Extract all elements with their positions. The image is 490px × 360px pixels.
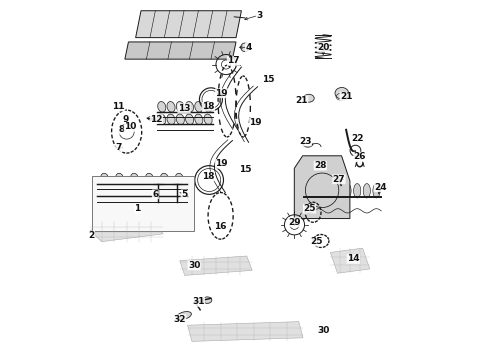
Text: 31: 31 (192, 297, 205, 306)
Text: 17: 17 (227, 57, 240, 66)
Ellipse shape (100, 173, 109, 184)
Text: 25: 25 (303, 204, 316, 213)
Polygon shape (188, 321, 303, 341)
Text: 18: 18 (202, 172, 215, 181)
Ellipse shape (158, 114, 166, 125)
Ellipse shape (177, 312, 192, 320)
Ellipse shape (325, 184, 332, 198)
Text: 26: 26 (353, 152, 366, 161)
Ellipse shape (175, 173, 183, 184)
Text: 11: 11 (113, 102, 125, 111)
Text: 13: 13 (178, 104, 190, 113)
Text: 2: 2 (88, 231, 95, 240)
Polygon shape (330, 248, 370, 273)
Ellipse shape (160, 186, 169, 197)
Text: 27: 27 (333, 175, 345, 184)
Text: 22: 22 (352, 134, 364, 143)
Text: 5: 5 (181, 190, 187, 199)
Text: 10: 10 (124, 122, 136, 131)
Text: 28: 28 (314, 161, 326, 170)
Ellipse shape (176, 114, 184, 125)
Ellipse shape (116, 186, 123, 197)
Polygon shape (90, 222, 163, 242)
Text: 19: 19 (249, 118, 262, 127)
Ellipse shape (100, 186, 109, 197)
Polygon shape (136, 11, 242, 38)
Text: 30: 30 (318, 326, 330, 335)
Text: 15: 15 (262, 75, 274, 84)
Circle shape (241, 43, 249, 51)
Ellipse shape (130, 173, 139, 184)
Bar (92, 176, 194, 231)
Text: 8: 8 (118, 125, 124, 134)
Ellipse shape (335, 87, 349, 99)
Ellipse shape (175, 186, 183, 197)
Ellipse shape (146, 173, 153, 184)
Text: 21: 21 (340, 92, 352, 101)
Ellipse shape (203, 297, 212, 303)
Text: 30: 30 (188, 261, 200, 270)
Ellipse shape (373, 184, 380, 198)
Text: 21: 21 (295, 96, 308, 105)
Ellipse shape (158, 102, 166, 112)
Ellipse shape (176, 102, 184, 112)
Ellipse shape (148, 117, 154, 120)
Ellipse shape (195, 102, 203, 112)
Ellipse shape (167, 114, 175, 125)
Text: 29: 29 (288, 218, 301, 227)
Ellipse shape (160, 173, 169, 184)
Polygon shape (125, 42, 236, 59)
Polygon shape (180, 256, 252, 275)
Ellipse shape (305, 184, 313, 198)
Text: 6: 6 (152, 190, 158, 199)
Polygon shape (294, 156, 350, 219)
Text: 25: 25 (311, 237, 323, 246)
Text: 4: 4 (245, 43, 252, 52)
Text: 12: 12 (150, 114, 163, 123)
Ellipse shape (116, 173, 123, 184)
Ellipse shape (315, 184, 322, 198)
Ellipse shape (363, 184, 370, 198)
Text: 20: 20 (317, 43, 329, 52)
Ellipse shape (146, 186, 153, 197)
Text: 15: 15 (239, 165, 251, 174)
Ellipse shape (186, 114, 194, 125)
Text: 14: 14 (347, 255, 360, 264)
Ellipse shape (195, 114, 203, 125)
Text: 9: 9 (123, 114, 129, 123)
Ellipse shape (167, 102, 175, 112)
Text: 1: 1 (134, 204, 141, 213)
Text: 16: 16 (214, 222, 227, 231)
Text: 23: 23 (299, 137, 312, 146)
Ellipse shape (334, 184, 342, 198)
Ellipse shape (154, 206, 167, 212)
Ellipse shape (186, 102, 194, 112)
Text: 7: 7 (116, 143, 122, 152)
Ellipse shape (204, 102, 212, 112)
Text: 19: 19 (216, 159, 228, 168)
Text: 32: 32 (173, 315, 186, 324)
Ellipse shape (303, 94, 314, 102)
Ellipse shape (354, 184, 361, 198)
Ellipse shape (344, 184, 351, 198)
Text: 19: 19 (216, 89, 228, 98)
Text: 3: 3 (256, 10, 263, 19)
Ellipse shape (204, 114, 212, 125)
Text: 24: 24 (374, 183, 387, 192)
Ellipse shape (126, 206, 138, 212)
Ellipse shape (130, 186, 139, 197)
Text: 18: 18 (202, 102, 215, 111)
Ellipse shape (97, 206, 110, 212)
